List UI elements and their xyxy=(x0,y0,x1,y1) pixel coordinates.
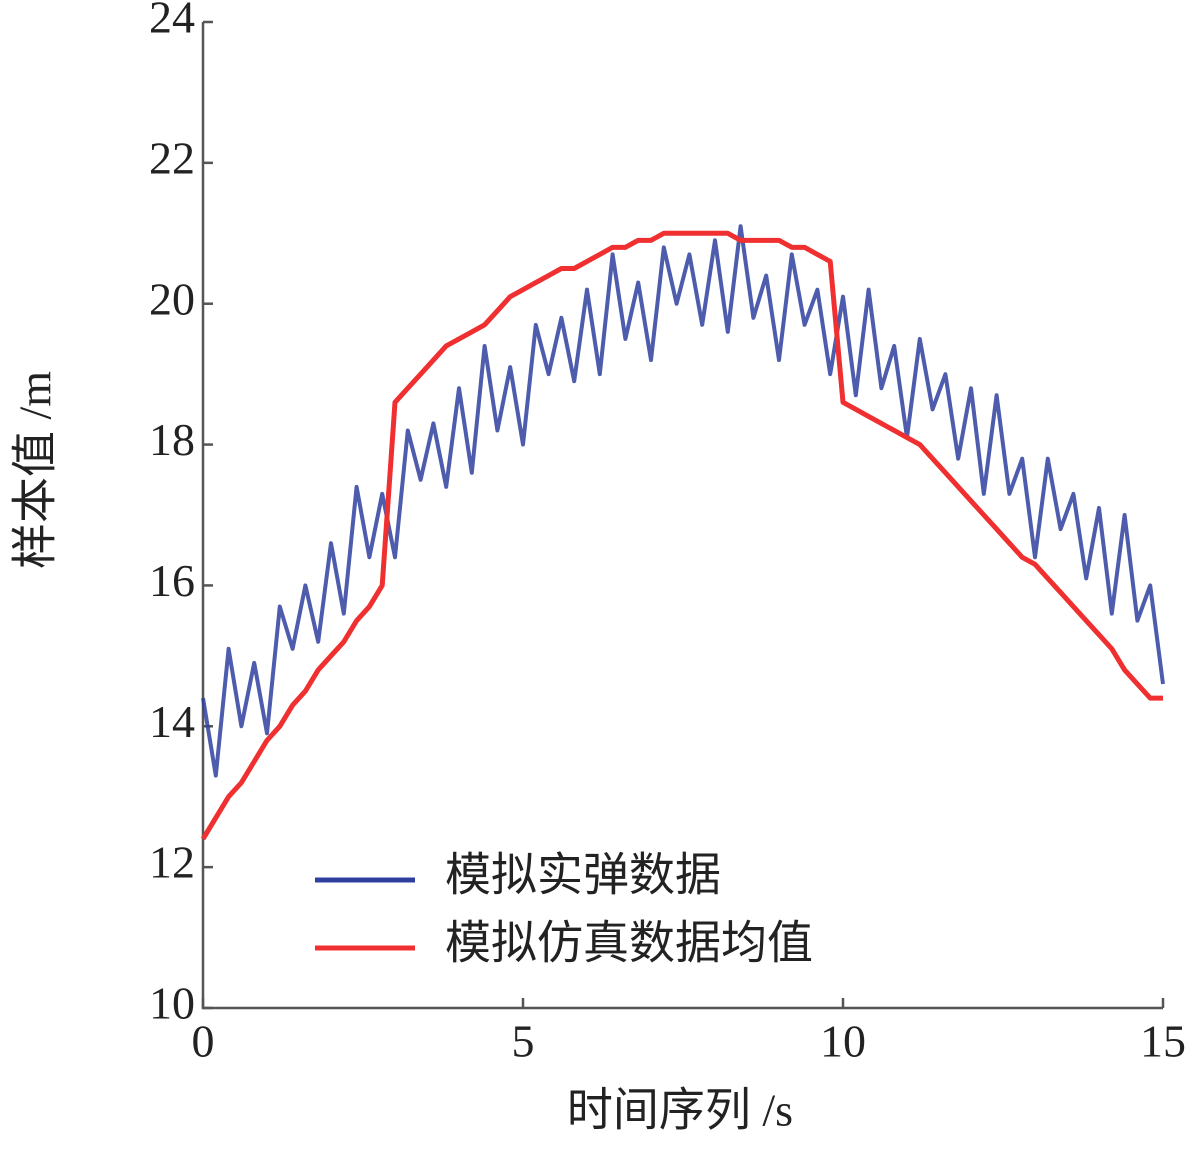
y-tick-label: 18 xyxy=(149,414,195,465)
y-tick-label: 12 xyxy=(149,837,195,888)
x-tick-label: 0 xyxy=(192,1016,215,1067)
legend-label: 模拟仿真数据均值 xyxy=(445,918,813,969)
y-tick-label: 16 xyxy=(149,555,195,606)
y-axis-label: 样本值 /m xyxy=(10,371,61,569)
x-tick-label: 5 xyxy=(512,1016,535,1067)
y-tick-label: 20 xyxy=(149,273,195,324)
y-tick-label: 24 xyxy=(149,0,195,43)
x-tick-label: 15 xyxy=(1140,1016,1186,1067)
y-tick-label: 22 xyxy=(149,132,195,183)
legend-label: 模拟实弹数据 xyxy=(445,850,721,901)
y-tick-label: 14 xyxy=(149,696,195,747)
data-line xyxy=(201,224,1165,778)
y-tick-label: 10 xyxy=(149,978,195,1029)
x-axis-label: 时间序列 /s xyxy=(567,1085,793,1136)
data-line xyxy=(200,230,1163,841)
x-tick-label: 10 xyxy=(820,1016,866,1067)
